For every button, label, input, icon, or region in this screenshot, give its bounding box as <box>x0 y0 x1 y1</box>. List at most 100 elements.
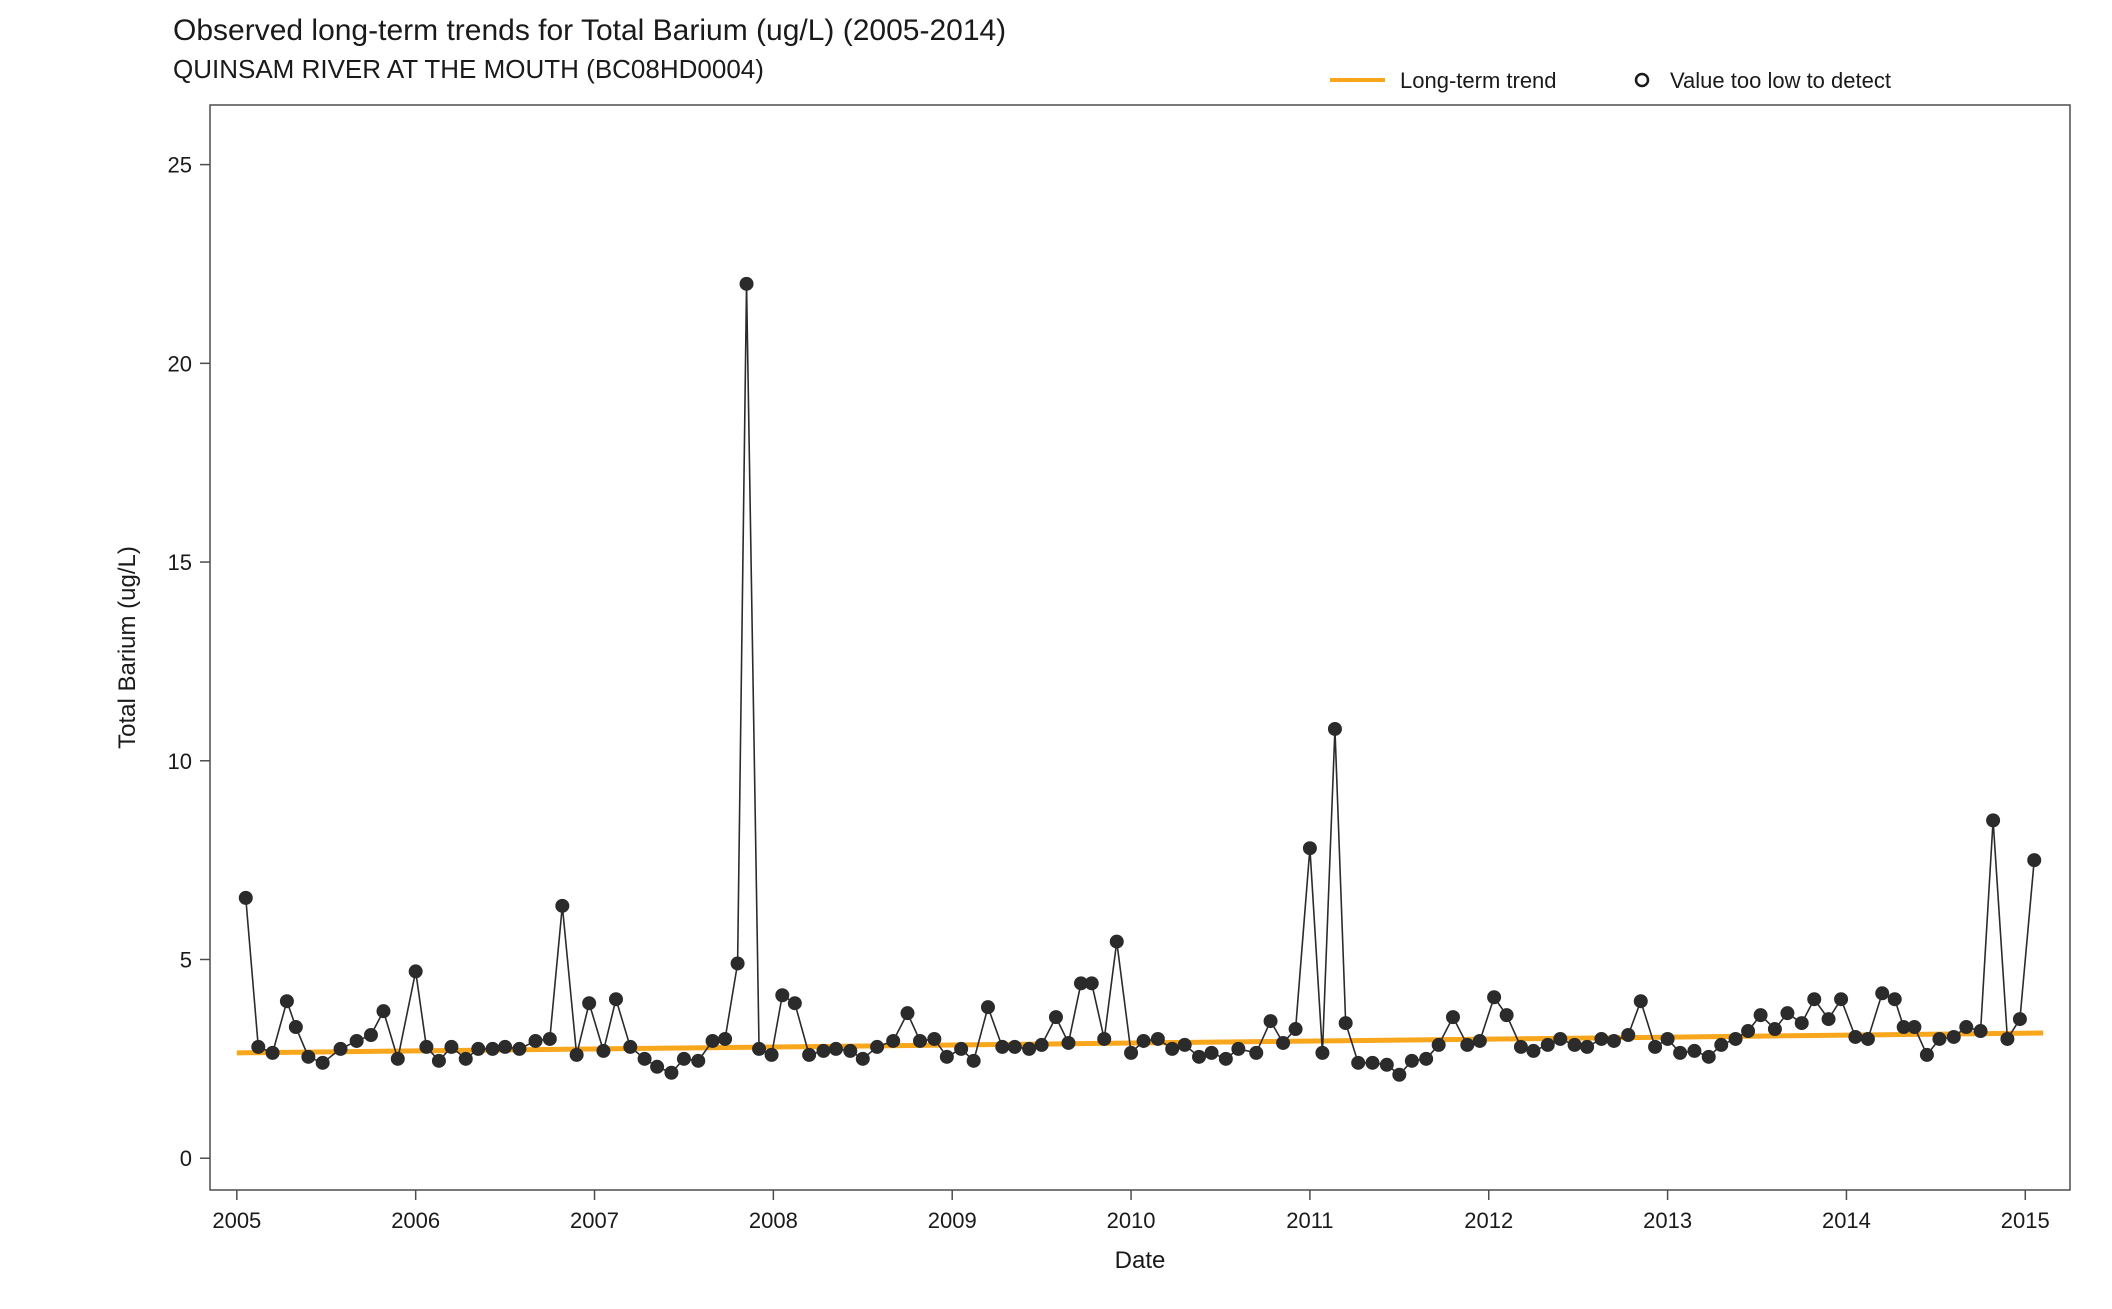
y-tick-label: 0 <box>180 1146 192 1171</box>
data-marker <box>1960 1021 1973 1034</box>
data-marker <box>665 1066 678 1079</box>
data-marker <box>1849 1030 1862 1043</box>
data-marker <box>2001 1032 2014 1045</box>
data-marker <box>740 277 753 290</box>
data-marker <box>1446 1011 1459 1024</box>
data-marker <box>543 1032 556 1045</box>
data-marker <box>289 1021 302 1034</box>
data-marker <box>1527 1044 1540 1057</box>
data-marker <box>1316 1046 1329 1059</box>
data-marker <box>1125 1046 1138 1059</box>
data-marker <box>1768 1023 1781 1036</box>
x-tick-label: 2015 <box>2001 1208 2050 1233</box>
data-marker <box>445 1040 458 1053</box>
x-tick-label: 2008 <box>749 1208 798 1233</box>
data-marker <box>1908 1021 1921 1034</box>
data-marker <box>409 965 422 978</box>
data-marker <box>334 1042 347 1055</box>
data-marker <box>432 1054 445 1067</box>
data-marker <box>1250 1046 1263 1059</box>
data-marker <box>967 1054 980 1067</box>
x-tick-label: 2014 <box>1822 1208 1871 1233</box>
chart-svg: Observed long-term trends for Total Bari… <box>0 0 2112 1309</box>
x-axis-label: Date <box>1115 1247 1166 1274</box>
data-marker <box>651 1060 664 1073</box>
data-marker <box>1974 1025 1987 1038</box>
data-marker <box>803 1048 816 1061</box>
data-marker <box>1488 991 1501 1004</box>
data-marker <box>252 1040 265 1053</box>
data-marker <box>1754 1009 1767 1022</box>
data-marker <box>1674 1046 1687 1059</box>
data-marker <box>1781 1007 1794 1020</box>
y-tick-label: 5 <box>180 947 192 972</box>
data-marker <box>624 1040 637 1053</box>
data-marker <box>776 989 789 1002</box>
data-marker <box>1232 1042 1245 1055</box>
chart-container: Observed long-term trends for Total Bari… <box>0 0 2112 1309</box>
data-marker <box>753 1042 766 1055</box>
data-marker <box>1514 1040 1527 1053</box>
data-marker <box>499 1040 512 1053</box>
data-marker <box>1876 987 1889 1000</box>
data-marker <box>765 1048 778 1061</box>
data-marker <box>928 1032 941 1045</box>
chart-bg <box>0 0 2112 1309</box>
x-tick-label: 2012 <box>1464 1208 1513 1233</box>
data-marker <box>1339 1017 1352 1030</box>
data-marker <box>420 1040 433 1053</box>
data-marker <box>239 891 252 904</box>
x-tick-label: 2005 <box>212 1208 261 1233</box>
data-marker <box>871 1040 884 1053</box>
chart-subtitle: QUINSAM RIVER AT THE MOUTH (BC08HD0004) <box>173 54 764 84</box>
data-marker <box>1432 1038 1445 1051</box>
data-marker <box>1380 1058 1393 1071</box>
data-marker <box>391 1052 404 1065</box>
data-marker <box>1987 814 2000 827</box>
data-marker <box>817 1044 830 1057</box>
data-marker <box>1702 1050 1715 1063</box>
data-marker <box>529 1034 542 1047</box>
data-marker <box>1289 1023 1302 1036</box>
data-marker <box>2028 854 2041 867</box>
data-marker <box>1920 1048 1933 1061</box>
chart-title: Observed long-term trends for Total Bari… <box>173 14 1006 47</box>
data-marker <box>1085 977 1098 990</box>
data-marker <box>955 1042 968 1055</box>
data-marker <box>1795 1017 1808 1030</box>
data-marker <box>1622 1029 1635 1042</box>
x-tick-label: 2007 <box>570 1208 619 1233</box>
data-marker <box>1393 1068 1406 1081</box>
data-marker <box>350 1034 363 1047</box>
data-marker <box>981 1001 994 1014</box>
data-marker <box>1303 842 1316 855</box>
data-marker <box>1835 993 1848 1006</box>
data-marker <box>1888 993 1901 1006</box>
data-marker <box>1742 1025 1755 1038</box>
data-marker <box>1808 993 1821 1006</box>
y-tick-label: 25 <box>168 153 192 178</box>
data-marker <box>609 993 622 1006</box>
data-marker <box>1554 1032 1567 1045</box>
data-marker <box>1822 1013 1835 1026</box>
data-marker <box>1137 1034 1150 1047</box>
data-marker <box>1205 1046 1218 1059</box>
data-marker <box>1151 1032 1164 1045</box>
data-marker <box>597 1044 610 1057</box>
data-marker <box>638 1052 651 1065</box>
data-marker <box>1861 1032 1874 1045</box>
data-marker <box>1581 1040 1594 1053</box>
data-marker <box>1405 1054 1418 1067</box>
data-marker <box>1328 722 1341 735</box>
data-marker <box>829 1042 842 1055</box>
data-marker <box>1264 1015 1277 1028</box>
data-marker <box>316 1056 329 1069</box>
data-marker <box>940 1050 953 1063</box>
data-marker <box>583 997 596 1010</box>
x-tick-label: 2010 <box>1107 1208 1156 1233</box>
data-marker <box>1420 1052 1433 1065</box>
data-marker <box>901 1007 914 1020</box>
data-marker <box>1607 1034 1620 1047</box>
data-marker <box>1008 1040 1021 1053</box>
data-marker <box>887 1034 900 1047</box>
